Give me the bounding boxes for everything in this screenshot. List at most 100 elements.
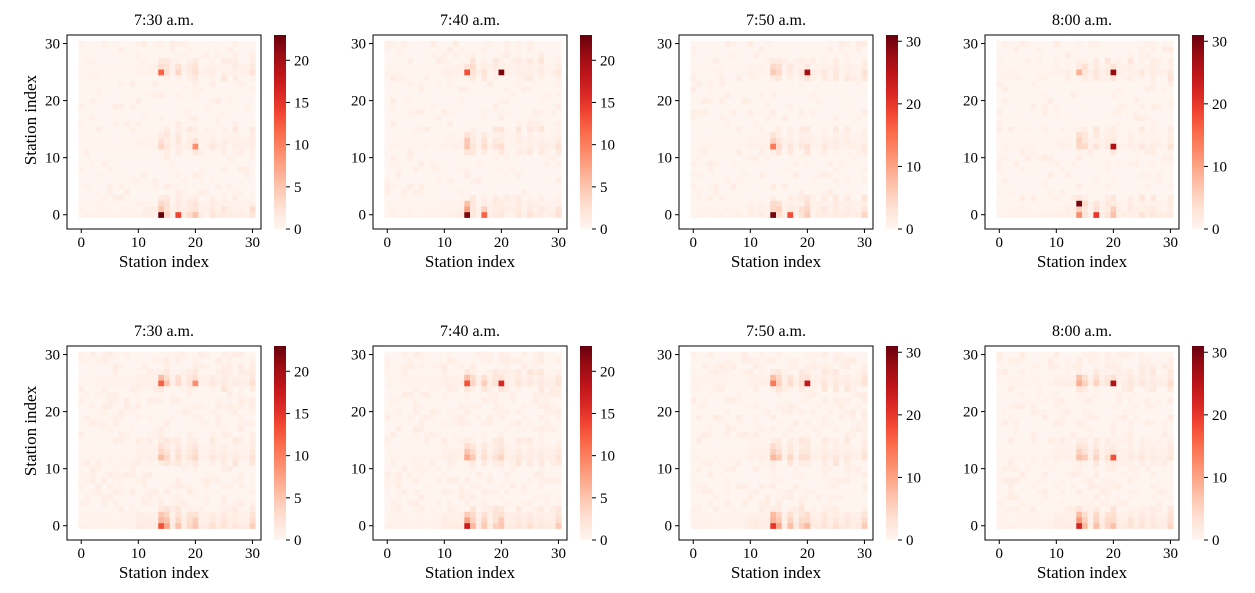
heatmap-cell (1099, 206, 1106, 213)
heatmap-cell (861, 109, 868, 116)
heatmap-cell (89, 149, 96, 156)
heatmap-cell (498, 97, 505, 104)
heatmap-cell (175, 40, 182, 47)
heatmap-cell (1144, 160, 1151, 167)
heatmap-cell (89, 97, 96, 104)
heatmap-cell (804, 80, 811, 87)
heatmap-cell (747, 74, 754, 81)
heatmap-cell (407, 120, 414, 127)
heatmap-cell (696, 74, 703, 81)
heatmap-cell (112, 505, 119, 512)
heatmap-cell (129, 465, 136, 472)
heatmap-cell (492, 46, 499, 53)
heatmap-cell (1064, 69, 1071, 76)
heatmap-cell (1144, 183, 1151, 190)
x-tick-label: 0 (690, 235, 698, 251)
heatmap-cell (169, 385, 176, 392)
heatmap-cell (793, 132, 800, 139)
heatmap-cell (232, 40, 239, 47)
heatmap-cell (221, 477, 228, 484)
heatmap-cell (412, 189, 419, 196)
heatmap-cell (776, 171, 783, 178)
heatmap-cell (152, 500, 159, 507)
heatmap-cell (249, 397, 256, 404)
heatmap-cell (158, 511, 165, 518)
heatmap-cell (164, 522, 171, 529)
heatmap-cell (781, 189, 788, 196)
heatmap-cell (764, 103, 771, 110)
heatmap-cell (1019, 109, 1026, 116)
heatmap-cell (124, 443, 131, 450)
heatmap-cell (203, 397, 210, 404)
heatmap-cell (538, 69, 545, 76)
heatmap-cell (544, 103, 551, 110)
heatmap-cell (243, 183, 250, 190)
heatmap-cell (232, 505, 239, 512)
heatmap-cell (1082, 160, 1089, 167)
heatmap-cell (95, 211, 102, 218)
heatmap-cell (1116, 189, 1123, 196)
heatmap-cell (707, 143, 714, 150)
heatmap-cell (158, 397, 165, 404)
heatmap-cell (855, 137, 862, 144)
heatmap-cell (475, 194, 482, 201)
heatmap-cell (515, 137, 522, 144)
heatmap-cell (470, 211, 477, 218)
heatmap-cell (203, 120, 210, 127)
heatmap-cell (690, 109, 697, 116)
heatmap-cell (232, 357, 239, 364)
heatmap-cell (152, 482, 159, 489)
heatmap-cell (226, 166, 233, 173)
heatmap-cell (1082, 149, 1089, 156)
heatmap-cell (487, 86, 494, 93)
heatmap-cell (470, 160, 477, 167)
heatmap-cell (430, 126, 437, 133)
heatmap-cell (124, 465, 131, 472)
heatmap-cell (390, 522, 397, 529)
heatmap-cell (135, 92, 142, 99)
heatmap-cell (793, 97, 800, 104)
heatmap-cell (198, 177, 205, 184)
heatmap-cell (146, 465, 153, 472)
heatmap-cell (169, 448, 176, 455)
heatmap-cell (844, 46, 851, 53)
heatmap-cell (238, 408, 245, 415)
heatmap-cell (101, 74, 108, 81)
heatmap-cell (249, 103, 256, 110)
heatmap-cell (1110, 137, 1117, 144)
heatmap-cell (1150, 63, 1157, 70)
heatmap-cell (84, 408, 91, 415)
heatmap-cell (1087, 183, 1094, 190)
heatmap-cell (118, 511, 125, 518)
heatmap-cell (209, 437, 216, 444)
heatmap-cell (209, 511, 216, 518)
heatmap-cell (724, 40, 731, 47)
y-tick-label: 0 (971, 208, 979, 224)
heatmap-cell (521, 120, 528, 127)
heatmap-cell (141, 391, 148, 398)
heatmap-cell (95, 92, 102, 99)
heatmap-cell (441, 63, 448, 70)
heatmap-cell (1087, 86, 1094, 93)
heatmap-cell (464, 92, 471, 99)
heatmap-cell (1099, 154, 1106, 161)
heatmap-cell (175, 63, 182, 70)
heatmap-cell (164, 166, 171, 173)
heatmap-cell (158, 494, 165, 501)
heatmap-cell (243, 149, 250, 156)
heatmap-cell (101, 211, 108, 218)
heatmap-cell (101, 120, 108, 127)
heatmap-cell (1036, 109, 1043, 116)
heatmap-cell (492, 57, 499, 64)
heatmap-cell (135, 505, 142, 512)
heatmap-cell (781, 211, 788, 218)
heatmap-cell (747, 149, 754, 156)
heatmap-cell (690, 177, 697, 184)
heatmap-cell (152, 57, 159, 64)
heatmap-cell (106, 86, 113, 93)
heatmap-cell (424, 114, 431, 121)
heatmap-cell (544, 80, 551, 87)
heatmap-cell (95, 103, 102, 110)
heatmap-cell (1019, 160, 1026, 167)
heatmap-cell (384, 80, 391, 87)
